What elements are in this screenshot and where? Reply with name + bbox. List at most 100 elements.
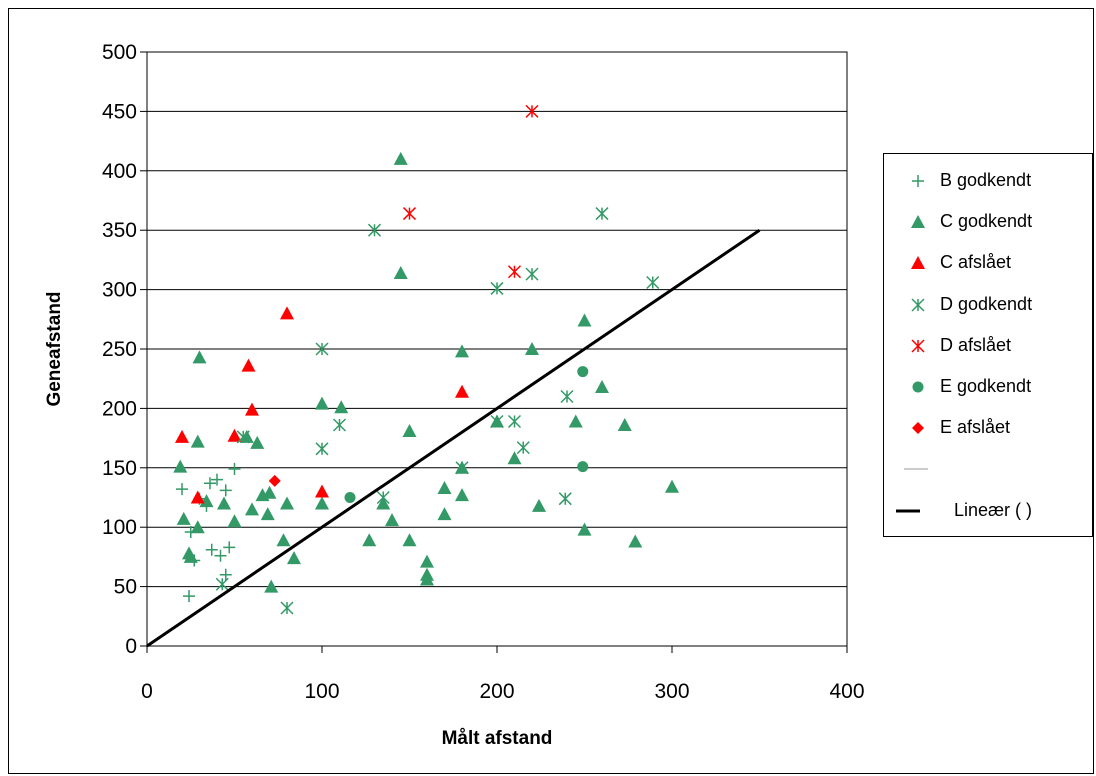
legend-symbol [912, 175, 924, 187]
data-point-c-afsl-et [280, 306, 294, 320]
x-tick-label: 100 [304, 680, 339, 703]
legend-entry: Lineær ( ) [884, 494, 1092, 528]
data-point-d-godkendt [332, 418, 347, 432]
data-point-c-afsl-et [227, 428, 242, 442]
data-point-e-afsl-et [268, 474, 281, 487]
data-point-c-afsl-et [455, 384, 469, 398]
data-point-c-godkendt [393, 265, 408, 279]
data-point-c-godkendt [280, 496, 294, 510]
y-tick-label: 200 [102, 397, 137, 420]
data-point-c-godkendt [455, 344, 469, 358]
legend-symbol [911, 215, 925, 229]
data-point-c-godkendt [192, 350, 207, 364]
data-point-c-godkendt [420, 572, 434, 586]
x-tick-label: 200 [479, 680, 514, 703]
y-tick-label: 350 [102, 219, 137, 242]
data-point-c-afsl-et [245, 402, 259, 416]
data-point-c-godkendt [420, 554, 434, 568]
data-point-c-godkendt [315, 396, 329, 410]
legend-symbol [896, 509, 920, 513]
data-point-c-godkendt [262, 485, 277, 499]
data-point-c-afsl-et [241, 358, 256, 372]
legend-label: E godkendt [940, 376, 1032, 396]
data-point-d-godkendt [646, 275, 660, 290]
legend-entry: C godkendt [884, 205, 1092, 239]
data-point-c-godkendt [173, 459, 188, 473]
y-axis-title: Geneafstand [44, 291, 65, 406]
legend-marker [912, 422, 924, 435]
data-point-c-godkendt [532, 498, 546, 512]
data-point-d-godkendt [236, 430, 250, 444]
data-point-b-godkendt [223, 541, 236, 554]
data-point-c-godkendt [577, 522, 592, 536]
data-point-d-godkendt [560, 389, 574, 404]
axis-labels: 0 50 100 150 200 250 300 350 400 450 500 0 100 200 300… [44, 41, 865, 749]
data-point-c-godkendt [437, 480, 452, 494]
y-tick-label: 150 [102, 457, 137, 480]
y-tick-label: 0 [125, 635, 137, 658]
legend: B godkendt C godkendt C afslået D godkendt D… [883, 153, 1093, 537]
data-point-c-godkendt [334, 400, 349, 414]
legend-entry: D godkendt [884, 288, 1092, 322]
legend-entry: E godkendt [884, 370, 1092, 404]
data-point-b-godkendt [176, 483, 188, 496]
data-point-c-godkendt [385, 513, 399, 527]
x-axis-title: Målt afstand [442, 728, 553, 749]
data-point-d-godkendt [367, 223, 382, 237]
data-point-c-afsl-et [315, 484, 329, 498]
data-point-b-godkendt [214, 549, 227, 562]
legend-entry: B godkendt [884, 164, 1092, 198]
legend-symbol [911, 298, 925, 312]
legend-symbol [911, 256, 925, 270]
data-point-d-godkendt [507, 414, 522, 428]
data-point-d-godkendt [490, 281, 504, 295]
legend-symbol [912, 422, 924, 435]
data-point-d-godkendt [490, 414, 504, 428]
legend-symbol [911, 339, 925, 353]
data-point-b-godkendt [219, 484, 232, 497]
data-point-c-godkendt [276, 533, 291, 547]
data-point-d-godkendt [595, 207, 609, 221]
y-tick-label: 400 [102, 160, 137, 183]
data-point-c-godkendt [595, 380, 609, 394]
data-point-d-godkendt [376, 490, 390, 505]
data-point-d-godkendt [516, 441, 530, 455]
legend-symbol [904, 468, 928, 470]
data-point-d-godkendt [215, 577, 229, 591]
legend-label: C afslået [940, 252, 1012, 273]
data-point-c-godkendt [507, 451, 522, 465]
legend-symbol [912, 381, 924, 393]
data-point-d-afsl-et [525, 104, 539, 118]
x-tick-label: 300 [654, 680, 689, 703]
legend-marker [911, 215, 925, 229]
data-point-c-godkendt [176, 511, 191, 525]
y-tick-label: 300 [102, 279, 137, 302]
data-point-d-godkendt [558, 492, 572, 506]
data-point-c-godkendt [287, 551, 301, 565]
data-point-b-godkendt [211, 473, 223, 486]
data-point-c-godkendt [190, 434, 205, 448]
data-point-b-godkendt [219, 568, 232, 581]
data-point-c-godkendt [628, 534, 643, 548]
axes [140, 51, 848, 653]
legend-entry: E afslået [884, 411, 1092, 445]
legend-label: C godkendt [940, 211, 1033, 232]
data-point-e-godkendt [344, 492, 356, 503]
data-point-c-godkendt [217, 496, 231, 510]
data-point-c-godkendt [260, 507, 275, 521]
data-point-b-godkendt [205, 543, 218, 556]
plot-area-border [146, 51, 848, 647]
data-point-c-godkendt [362, 533, 377, 547]
legend-marker [912, 175, 924, 187]
data-point-c-godkendt [199, 494, 214, 508]
data-point-b-godkendt [183, 590, 195, 603]
data-point-c-afsl-et [190, 490, 205, 504]
data-point-c-godkendt [437, 507, 452, 521]
trendline [146, 228, 761, 648]
data-point-c-godkendt [577, 313, 592, 327]
legend-label: Lineær ( ) [954, 499, 1033, 520]
data-point-c-godkendt [665, 479, 679, 493]
data-point-d-godkendt [455, 461, 469, 475]
data-point-c-godkendt [183, 549, 198, 563]
data-point-d-godkendt [280, 601, 294, 615]
